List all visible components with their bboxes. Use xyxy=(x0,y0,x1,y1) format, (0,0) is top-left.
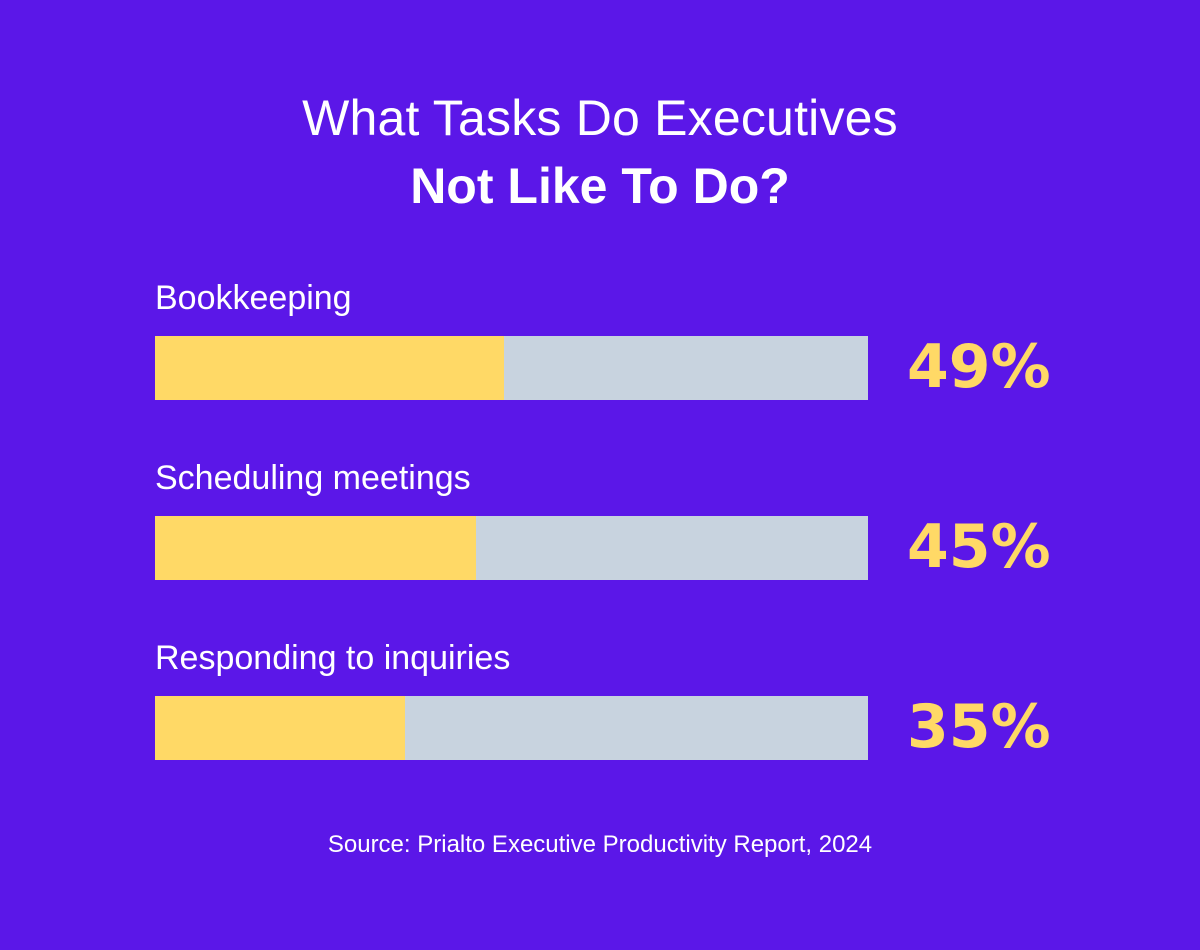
bar-track xyxy=(155,696,868,760)
bar-value-label: 35% xyxy=(907,692,1051,762)
bar-category-label: Bookkeeping xyxy=(155,279,352,317)
chart-subtitle: Not Like To Do? xyxy=(410,158,790,214)
bar-value-label: 45% xyxy=(907,512,1051,582)
bar-track xyxy=(155,516,868,580)
source-note: Source: Prialto Executive Productivity R… xyxy=(327,831,873,858)
bar-category-label: Responding to inquiries xyxy=(155,639,511,677)
chart-title: What Tasks Do Executives xyxy=(302,90,898,146)
bar-fill xyxy=(155,516,476,580)
bar-fill xyxy=(155,696,405,760)
bar-value-label: 49% xyxy=(907,332,1051,402)
bar-category-label: Scheduling meetings xyxy=(155,459,471,497)
bar-fill xyxy=(155,336,504,400)
bar-track xyxy=(155,336,868,400)
